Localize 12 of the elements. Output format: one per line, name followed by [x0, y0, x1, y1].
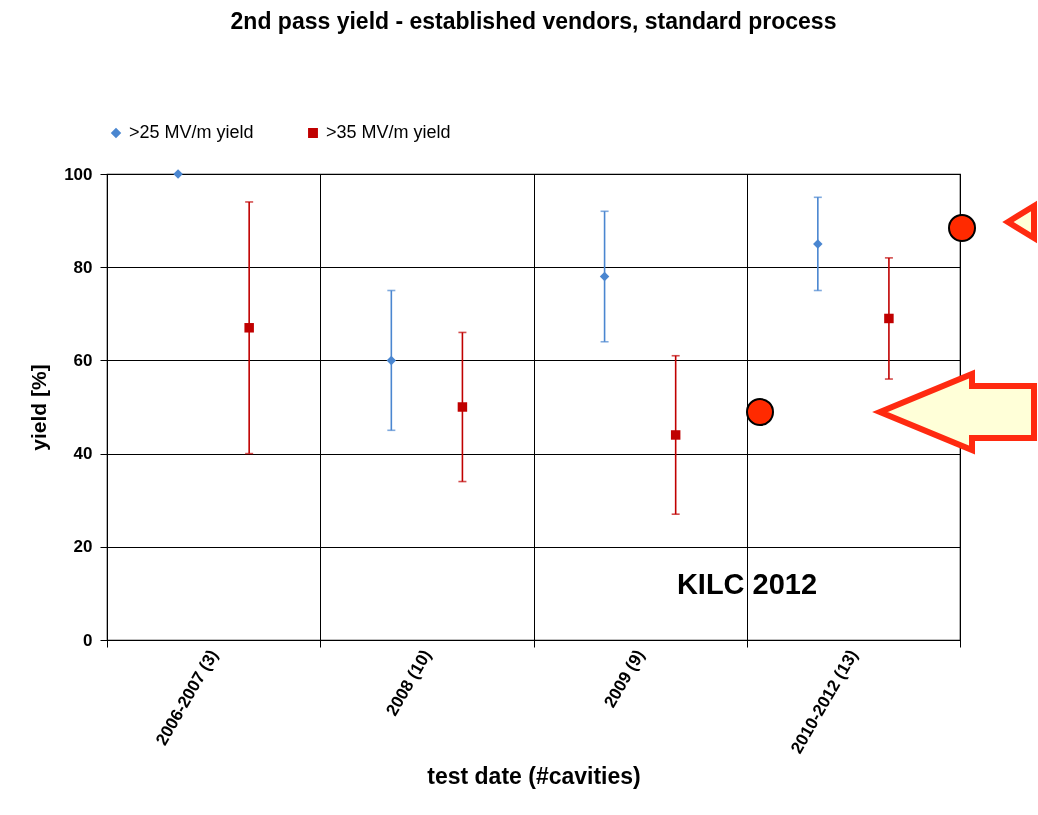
y-axis-title: yield [%] [27, 364, 51, 451]
y-tick-label: 100 [64, 164, 93, 184]
x-axis-title: test date (#cavities) [427, 763, 641, 790]
legend-label: >25 MV/m yield [129, 122, 254, 142]
chart-title: 2nd pass yield - established vendors, standard process [230, 8, 837, 34]
y-tick-label: 20 [73, 537, 93, 557]
y-tick-label: 60 [73, 350, 93, 370]
legend-label: >35 MV/m yield [326, 122, 451, 142]
y-tick-label: 80 [73, 257, 93, 277]
y-tick-label: 40 [73, 444, 93, 464]
y-tick-label: 0 [83, 630, 93, 650]
annotation: KILC 2012 [676, 568, 818, 600]
